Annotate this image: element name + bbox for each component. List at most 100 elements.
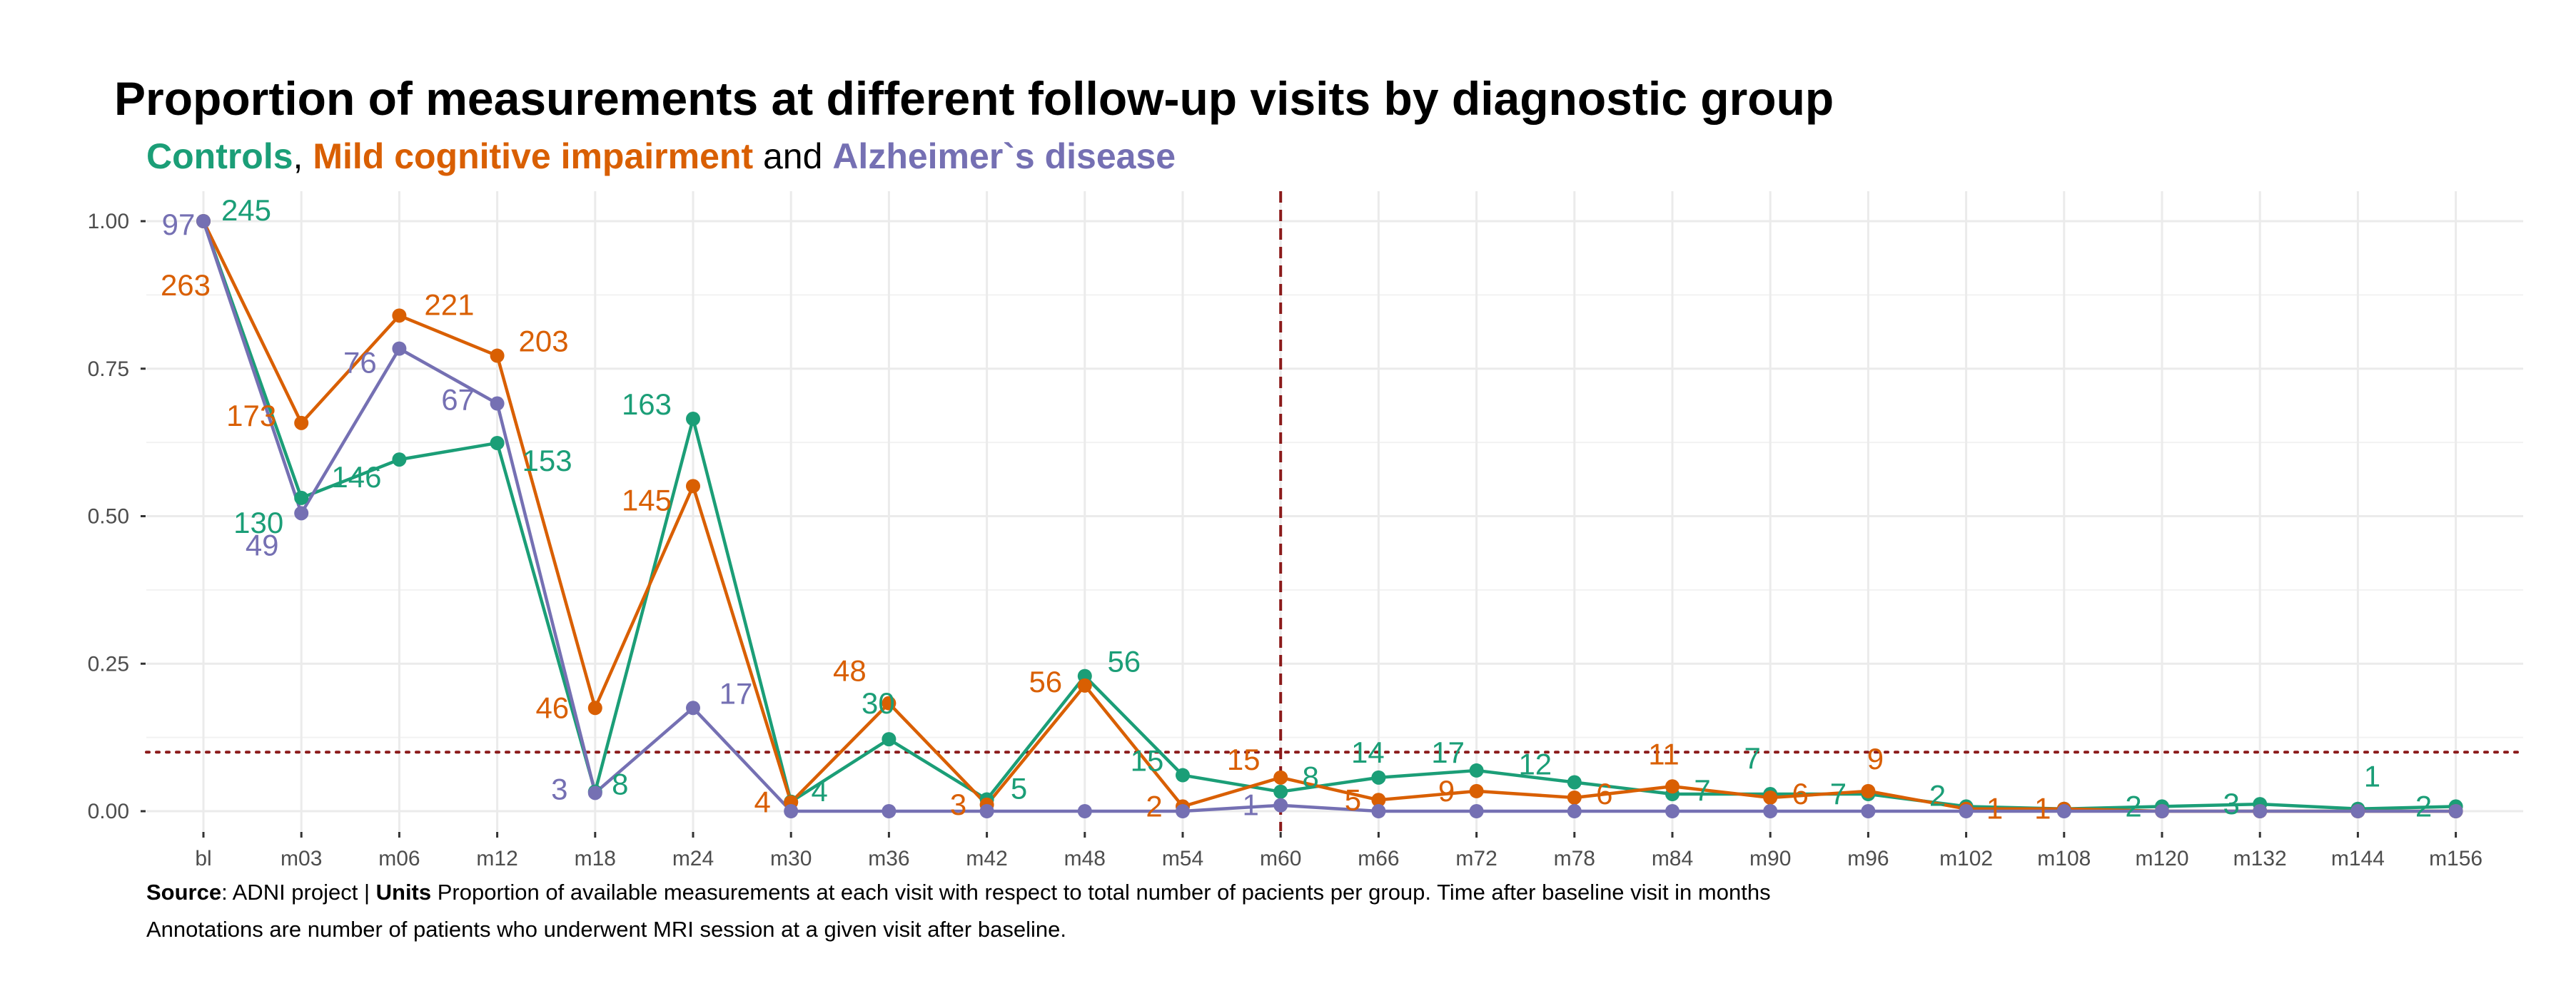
data-point-alzheimer-s-disease xyxy=(1665,804,1680,818)
data-point-alzheimer-s-disease xyxy=(2253,804,2268,818)
data-point-mild-cognitive-impairment xyxy=(1273,770,1288,785)
series-line-mild-cognitive-impairment xyxy=(201,220,2456,813)
data-point-alzheimer-s-disease xyxy=(1273,798,1288,813)
caption-source-text: : ADNI project | xyxy=(221,880,376,905)
data-label-controls: 7 xyxy=(1744,741,1761,775)
data-point-alzheimer-s-disease xyxy=(1176,804,1190,818)
series-lines xyxy=(201,220,2456,813)
data-point-controls xyxy=(490,435,505,450)
data-label-mild-cognitive-impairment: 1 xyxy=(2034,792,2051,825)
data-label-mild-cognitive-impairment: 15 xyxy=(1227,743,1261,776)
x-tick-label: m132 xyxy=(2233,847,2287,870)
data-label-alzheimer-s-disease: 3 xyxy=(551,772,567,805)
chart-title: Proportion of measurements at different … xyxy=(114,72,1834,125)
data-label-mild-cognitive-impairment: 48 xyxy=(833,654,867,688)
data-label-mild-cognitive-impairment: 6 xyxy=(1596,777,1612,810)
subtitle-controls: Controls xyxy=(146,136,293,176)
subtitle-sep-1: , xyxy=(293,136,313,176)
data-label-controls: 8 xyxy=(1303,761,1319,794)
data-label-controls: 7 xyxy=(1694,773,1710,807)
data-label-controls: 130 xyxy=(233,506,283,539)
data-point-mild-cognitive-impairment xyxy=(882,696,896,711)
chart-subtitle: Controls, Mild cognitive impairment and … xyxy=(146,136,1176,177)
data-point-alzheimer-s-disease xyxy=(1861,804,1876,818)
data-point-alzheimer-s-disease xyxy=(2448,804,2463,818)
data-point-alzheimer-s-disease xyxy=(1077,804,1092,818)
data-label-mild-cognitive-impairment: 2 xyxy=(1146,789,1162,823)
data-point-controls xyxy=(686,412,700,427)
x-tick-label: m84 xyxy=(1652,847,1693,870)
subtitle-mci: Mild cognitive impairment xyxy=(313,136,754,176)
x-tick-label: m108 xyxy=(2037,847,2091,870)
grid-major xyxy=(146,191,2523,831)
caption-units-label: Units xyxy=(375,880,432,905)
data-label-controls: 8 xyxy=(612,768,628,801)
y-tick-label: 1.00 xyxy=(88,210,129,233)
x-tick-label: m36 xyxy=(868,847,909,870)
x-tick-label: m120 xyxy=(2135,847,2188,870)
data-point-alzheimer-s-disease xyxy=(1469,804,1484,818)
data-label-mild-cognitive-impairment: 203 xyxy=(519,325,569,358)
x-tick-label: m144 xyxy=(2331,847,2385,870)
subtitle-ad: Alzheimer`s disease xyxy=(832,136,1176,176)
subtitle-sep-2: and xyxy=(753,136,833,176)
data-label-controls: 30 xyxy=(862,686,895,720)
reference-lines xyxy=(145,191,2525,831)
data-label-mild-cognitive-impairment: 1 xyxy=(1986,792,2003,825)
data-point-mild-cognitive-impairment xyxy=(1469,783,1484,798)
data-point-mild-cognitive-impairment xyxy=(1665,779,1680,794)
caption-units-text: Proportion of available measurements at … xyxy=(431,880,1771,905)
data-label-controls: 4 xyxy=(812,774,828,808)
data-point-controls xyxy=(1273,784,1288,799)
data-point-alzheimer-s-disease xyxy=(392,341,407,356)
caption-source: Source: ADNI project | Units Proportion … xyxy=(146,880,1771,905)
data-label-controls: 2 xyxy=(2415,789,2432,823)
data-label-controls: 56 xyxy=(1107,645,1141,678)
data-label-controls: 12 xyxy=(1518,747,1552,781)
data-point-controls xyxy=(392,452,407,467)
data-point-alzheimer-s-disease xyxy=(784,804,799,818)
data-label-mild-cognitive-impairment: 3 xyxy=(950,788,966,821)
data-label-mild-cognitive-impairment: 6 xyxy=(1792,777,1809,810)
data-point-alzheimer-s-disease xyxy=(1763,804,1778,818)
caption-annotations-note: Annotations are number of patients who u… xyxy=(146,917,1066,942)
x-tick-label: m24 xyxy=(672,847,714,870)
data-label-alzheimer-s-disease: 1 xyxy=(1243,788,1259,822)
data-point-controls xyxy=(1371,770,1386,785)
data-label-alzheimer-s-disease: 67 xyxy=(441,383,475,417)
data-point-alzheimer-s-disease xyxy=(1371,804,1386,818)
x-tick-label: m18 xyxy=(575,847,616,870)
data-label-alzheimer-s-disease: 76 xyxy=(343,346,377,380)
data-point-alzheimer-s-disease xyxy=(294,506,309,521)
y-tick-label: 0.00 xyxy=(88,800,129,823)
data-label-mild-cognitive-impairment: 56 xyxy=(1029,665,1062,698)
data-label-alzheimer-s-disease: 49 xyxy=(246,528,279,561)
data-point-alzheimer-s-disease xyxy=(979,804,994,818)
data-label-mild-cognitive-impairment: 173 xyxy=(226,399,276,432)
data-point-mild-cognitive-impairment xyxy=(1567,790,1582,805)
data-label-controls: 3 xyxy=(2223,787,2240,820)
data-label-controls: 2 xyxy=(1929,778,1946,812)
data-label-controls: 17 xyxy=(1431,736,1465,769)
data-point-alzheimer-s-disease xyxy=(490,396,505,411)
y-tick-label: 0.75 xyxy=(88,357,129,381)
data-label-mild-cognitive-impairment: 221 xyxy=(424,288,474,321)
data-label-mild-cognitive-impairment: 263 xyxy=(161,268,211,302)
data-label-alzheimer-s-disease: 97 xyxy=(162,208,196,241)
data-label-controls: 7 xyxy=(1830,777,1847,810)
data-label-controls: 1 xyxy=(2364,760,2380,793)
data-point-alzheimer-s-disease xyxy=(882,804,896,818)
y-tick-label: 0.50 xyxy=(88,505,129,529)
data-label-mild-cognitive-impairment: 9 xyxy=(1438,774,1455,808)
series-points xyxy=(196,214,2463,818)
data-point-mild-cognitive-impairment xyxy=(294,415,309,430)
data-label-mild-cognitive-impairment: 4 xyxy=(754,786,771,819)
x-tick-label: m30 xyxy=(770,847,812,870)
series-line-alzheimer-s-disease xyxy=(201,220,2456,813)
data-label-alzheimer-s-disease: 17 xyxy=(719,676,753,710)
data-point-mild-cognitive-impairment xyxy=(1077,678,1092,693)
data-label-controls: 15 xyxy=(1131,744,1164,778)
data-label-mild-cognitive-impairment: 5 xyxy=(1345,783,1361,816)
data-point-controls xyxy=(1567,775,1582,790)
